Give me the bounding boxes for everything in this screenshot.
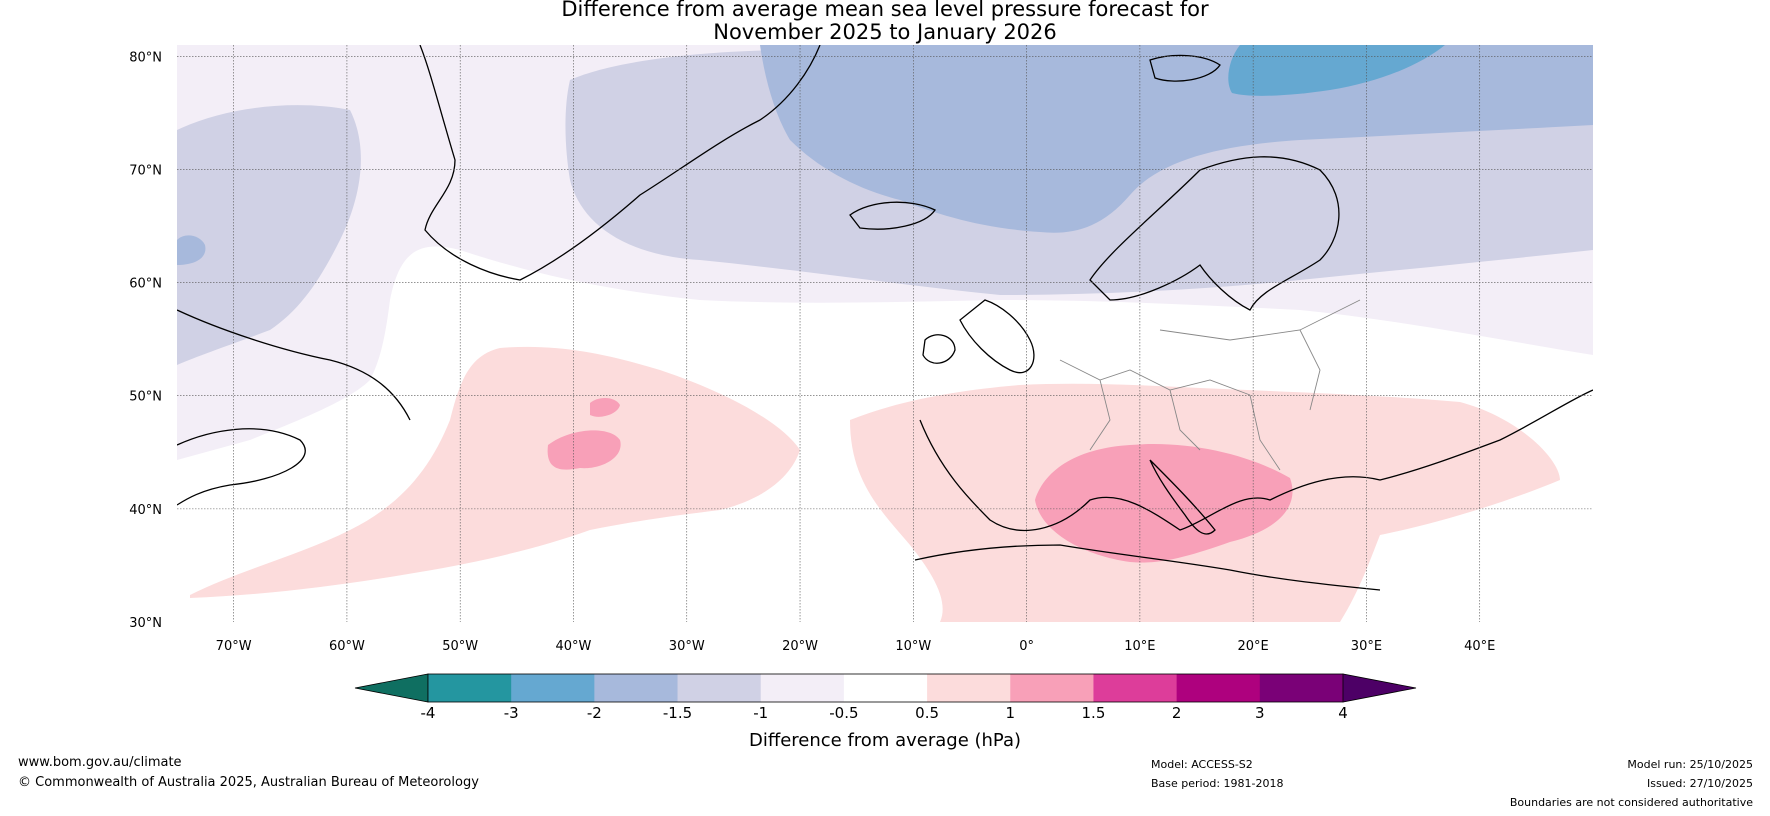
colorbar-outline [427, 673, 1344, 703]
colorbar-extend-low [354, 673, 429, 703]
longitude-label: 20°E [1238, 639, 1269, 654]
longitude-labels: 70°W 60°W 50°W 40°W 30°W 20°W 10°W 0° 10°E 20°E 30… [216, 639, 1496, 654]
scandinavia [1089, 156, 1340, 311]
title-line-1: Difference from average mean sea level p… [561, 0, 1209, 21]
colorbar-tick-label: -4 [421, 704, 436, 722]
anomaly-region-minus1-5-west [177, 105, 361, 366]
colorbar-tick-label: -0.5 [829, 704, 858, 722]
colorbar-tick-label: 2 [1172, 704, 1182, 722]
model-run-text: Model run: 25/10/2025 [1627, 758, 1753, 771]
model-text: Model: ACCESS-S2 [1151, 758, 1253, 771]
anomaly-region-minus3 [1228, 45, 1445, 96]
copyright-text: © Commonwealth of Australia 2025, Austra… [18, 775, 479, 790]
anomaly-region-plus1-atlantic-small [590, 397, 620, 417]
svalbard [1149, 54, 1221, 82]
colorbar-tick-label: -3 [504, 704, 519, 722]
greenland-coast [419, 45, 821, 281]
latitude-label: 60°N [129, 277, 162, 292]
longitude-label: 20°W [782, 639, 818, 654]
colorbar-tick-label: 0.5 [915, 704, 939, 722]
longitude-label: 30°E [1351, 639, 1382, 654]
colorbar-segment [1259, 674, 1344, 702]
anomaly-region-plus0-5-atlantic [190, 346, 800, 598]
colorbar-tick-label: -1.5 [663, 704, 692, 722]
colorbar-segment [594, 674, 679, 702]
longitude-label: 0° [1019, 639, 1034, 654]
labrador-coast [177, 309, 411, 421]
longitude-label: 10°E [1124, 639, 1155, 654]
longitude-label: 60°W [329, 639, 365, 654]
longitude-label: 50°W [442, 639, 478, 654]
colorbar-segment [677, 674, 762, 702]
colorbar-segment [1093, 674, 1178, 702]
colorbar-tick-labels: -4 -3 -2 -1.5 -1 -0.5 0.5 1 1.5 2 3 4 [421, 704, 1348, 722]
gridlines [177, 45, 1593, 622]
chart-title: Difference from average mean sea level p… [0, 0, 1770, 44]
base-period-text: Base period: 1981-2018 [1151, 777, 1284, 790]
colorbar-segment [428, 674, 512, 702]
anomaly-region-minus2-west [177, 235, 206, 265]
colorbar-tick-label: 4 [1338, 704, 1348, 722]
title-line-2: November 2025 to January 2026 [713, 20, 1057, 44]
anomaly-region-minus2 [760, 45, 1593, 233]
ireland [922, 334, 956, 364]
colorbar-segment [511, 674, 595, 702]
colorbar-tick-label: -1 [753, 704, 768, 722]
latitude-label: 40°N [129, 503, 162, 518]
longitude-label: 70°W [216, 639, 252, 654]
iceland-coast [849, 201, 936, 230]
website-text: www.bom.gov.au/climate [18, 755, 182, 770]
colorbar-segment [927, 674, 1011, 702]
colorbar-tick-label: 1.5 [1082, 704, 1106, 722]
colorbar-segment [1176, 674, 1261, 702]
latitude-label: 70°N [129, 163, 162, 178]
latitude-label: 50°N [129, 390, 162, 405]
north-america-east [177, 428, 306, 506]
longitude-label: 40°W [556, 639, 592, 654]
longitude-label: 30°W [669, 639, 705, 654]
europe-mainland [919, 389, 1593, 532]
latitude-label: 30°N [129, 616, 162, 631]
longitude-label: 40°E [1464, 639, 1495, 654]
colorbar-segment [1010, 674, 1094, 702]
colorbar-segment [843, 674, 928, 702]
anomaly-region-plus1-atlantic [547, 430, 621, 470]
colorbar-title: Difference from average (hPa) [749, 730, 1021, 751]
colorbar-tick-label: 3 [1255, 704, 1265, 722]
country-borders [1059, 299, 1361, 471]
coastlines [177, 45, 1593, 591]
italy [1149, 459, 1216, 535]
colorbar-tick-label: -2 [587, 704, 602, 722]
north-africa-coast [914, 544, 1381, 591]
disclaimer-text: Boundaries are not considered authoritat… [1509, 796, 1753, 809]
latitude-label: 80°N [129, 50, 162, 65]
colorbar-extend-high [1342, 673, 1417, 703]
colorbar [354, 673, 1417, 703]
colorbar-tick-label: 1 [1005, 704, 1015, 722]
british-isles [959, 299, 1035, 374]
anomaly-region-plus1-mediterranean [1035, 444, 1293, 563]
issued-text: Issued: 27/10/2025 [1646, 777, 1753, 790]
latitude-labels: 80°N 70°N 60°N 50°N 40°N 30°N [129, 50, 162, 631]
longitude-label: 10°W [895, 639, 931, 654]
colorbar-segment [760, 674, 845, 702]
